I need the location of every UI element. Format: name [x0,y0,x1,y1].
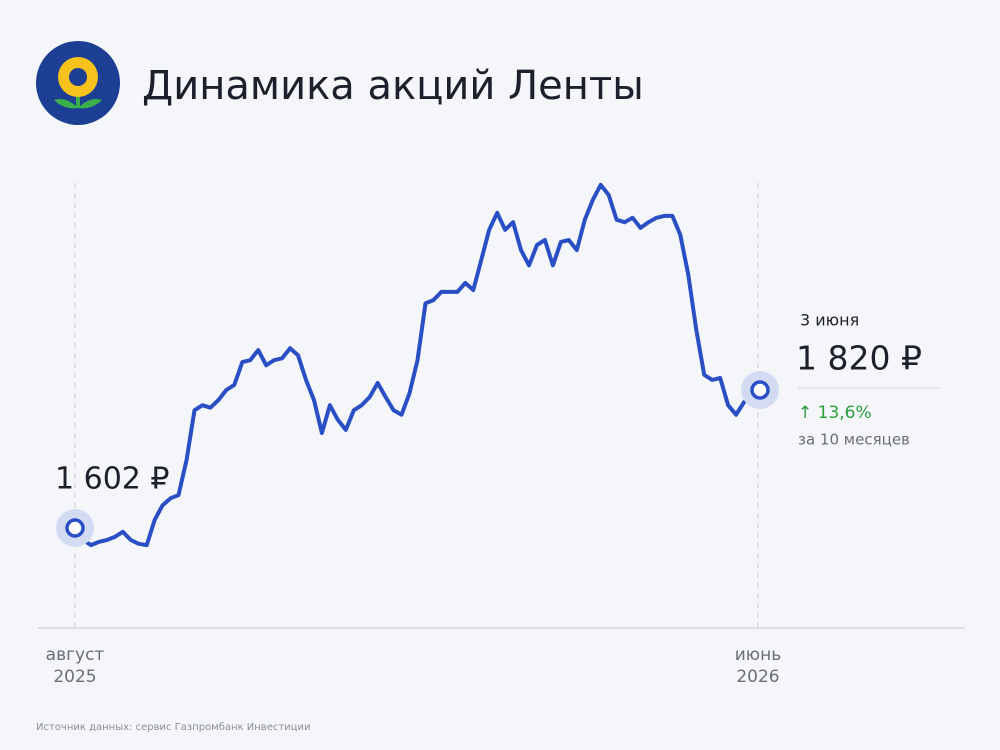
x-label-year: 2026 [736,667,779,687]
price-line [73,182,762,548]
source: Источник данных: сервис Газпромбанк Инве… [36,722,310,733]
x-label-month: июнь [735,645,782,665]
last-date: 3 июня [800,311,859,330]
point [65,518,85,538]
start-value-label: 1 602 ₽ [55,462,170,497]
x-label-month: август [46,645,105,665]
logo [36,41,120,125]
x-label-year: 2025 [53,667,96,687]
change-period: за 10 месяцев [798,431,910,449]
chart-title: Динамика акций Ленты [142,63,644,109]
end-value-label: 1 820 ₽ [796,339,922,378]
point [750,380,770,400]
change: ↑ 13,6% [798,403,872,423]
